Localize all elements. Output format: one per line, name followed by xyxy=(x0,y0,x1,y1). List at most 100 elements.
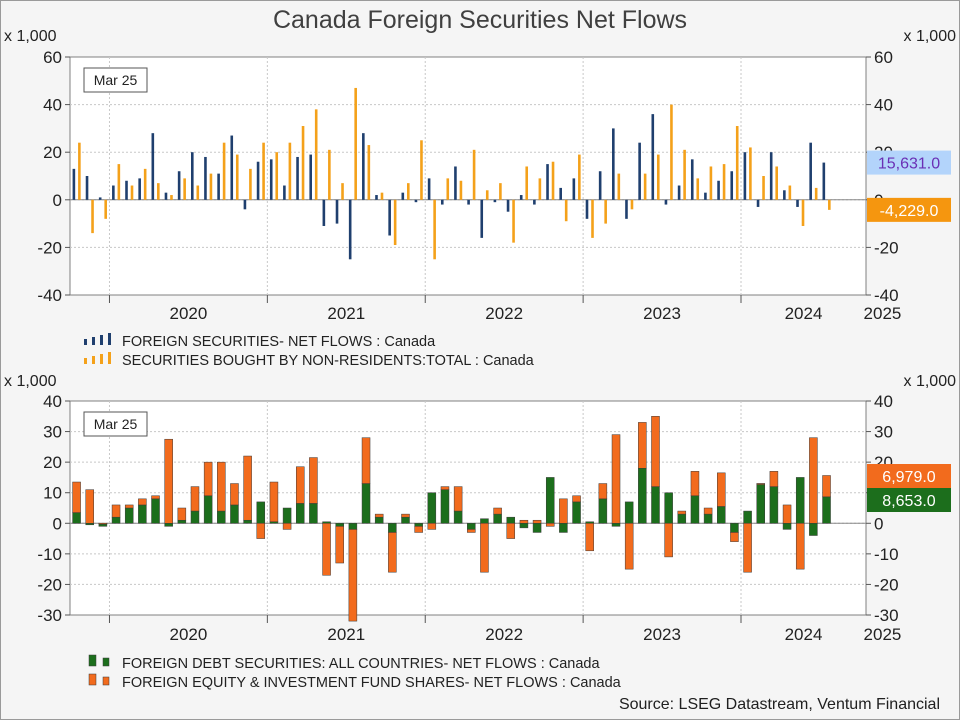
bar-debt xyxy=(388,523,397,533)
bar-securities-bought xyxy=(485,190,489,200)
y-tick-label-left: 0 xyxy=(53,514,62,533)
bar-securities-bought xyxy=(512,199,515,243)
bar-securities-bought xyxy=(157,183,160,200)
bar-securities-bought xyxy=(446,178,450,200)
bar-securities-bought xyxy=(420,140,423,200)
bar-net-flows xyxy=(283,185,286,200)
bar-equity xyxy=(177,507,187,521)
y-tick-label-left: 40 xyxy=(43,96,62,115)
bar-net-flows xyxy=(164,192,168,200)
bar-net-flows xyxy=(625,199,628,219)
bar-debt xyxy=(374,516,384,524)
last-value-tag-1 xyxy=(867,150,951,175)
bar-debt xyxy=(414,523,423,527)
bar-equity xyxy=(243,455,252,521)
y-tick-label-right: -40 xyxy=(874,286,899,305)
date-box xyxy=(83,411,148,437)
bar-equity xyxy=(730,532,739,542)
legend-label: SECURITIES BOUGHT BY NON-RESIDENTS:TOTAL… xyxy=(122,353,535,369)
bar-debt xyxy=(493,513,502,524)
date-box-label: Mar 25 xyxy=(94,416,138,432)
bar-net-flows xyxy=(125,180,128,200)
bar-equity xyxy=(624,523,634,570)
legend-swatch xyxy=(92,356,95,364)
bar-net-flows xyxy=(454,166,457,200)
bar-net-flows xyxy=(822,162,826,200)
bar-equity xyxy=(545,523,555,527)
bar-debt xyxy=(545,477,555,524)
x-tick-label: 2021 xyxy=(327,304,365,323)
bar-debt xyxy=(638,468,647,524)
bar-securities-bought xyxy=(578,154,581,200)
x-tick-label: 2024 xyxy=(785,625,823,644)
bar-equity xyxy=(638,422,647,469)
bar-equity xyxy=(269,481,279,523)
bar-net-flows xyxy=(375,195,378,200)
bar-equity xyxy=(519,519,529,524)
bar-net-flows xyxy=(348,199,352,260)
bar-equity xyxy=(388,532,397,573)
bar-securities-bought xyxy=(472,149,476,200)
plot-area xyxy=(69,400,867,616)
y-tick-label-left: 30 xyxy=(43,423,62,442)
bar-debt xyxy=(427,492,437,524)
bar-debt xyxy=(190,510,200,524)
bar-equity xyxy=(427,523,437,530)
bar-debt xyxy=(256,501,266,524)
bar-securities-bought xyxy=(354,87,357,200)
bar-net-flows xyxy=(769,152,773,200)
bar-equity xyxy=(401,513,410,518)
bar-debt xyxy=(309,503,318,524)
bar-net-flows xyxy=(296,156,299,200)
legend-swatch xyxy=(108,352,111,364)
bar-securities-bought xyxy=(117,164,121,200)
bar-securities-bought xyxy=(459,180,463,200)
bar-net-flows xyxy=(598,171,602,200)
bar-debt xyxy=(730,523,739,533)
y-tick-label-right: 30 xyxy=(874,423,893,442)
bar-net-flows xyxy=(690,159,694,200)
bar-equity xyxy=(493,507,502,515)
legend-swatch xyxy=(88,673,97,686)
bar-debt xyxy=(532,523,542,533)
bar-net-flows xyxy=(98,197,102,200)
bar-securities-bought xyxy=(670,104,673,200)
y-tick-label-left: -20 xyxy=(37,575,62,594)
bar-debt xyxy=(703,513,713,524)
bar-equity xyxy=(230,483,239,506)
bar-debt xyxy=(690,495,700,524)
bar-equity xyxy=(282,523,292,530)
y-tick-label-left: -40 xyxy=(37,286,62,305)
bar-securities-bought xyxy=(170,195,173,200)
legend-item: SECURITIES BOUGHT BY NON-RESIDENTS:TOTAL… xyxy=(84,352,535,369)
bar-securities-bought xyxy=(196,185,200,200)
x-tick-label: 2025 xyxy=(864,625,902,644)
bar-net-flows xyxy=(743,152,747,200)
y-tick-label-right: 40 xyxy=(874,392,893,411)
bar-debt xyxy=(151,498,160,524)
y-tick-label-right: 40 xyxy=(874,96,893,115)
bar-securities-bought xyxy=(735,126,739,200)
source-note: Source: LSEG Datastream, Ventum Financia… xyxy=(618,696,940,713)
bar-securities-bought xyxy=(130,185,134,200)
bar-equity xyxy=(72,481,81,513)
x-tick-label: 2023 xyxy=(643,625,681,644)
legend-swatch xyxy=(88,654,97,667)
bar-equity xyxy=(85,489,94,524)
bar-net-flows xyxy=(112,185,115,200)
bottom-panel: -30-30-20-20-10-100010102020303040402020… xyxy=(4,373,956,691)
y-tick-label-left: 10 xyxy=(43,484,62,503)
bar-equity xyxy=(598,483,608,500)
bar-debt xyxy=(164,523,173,527)
bar-net-flows xyxy=(322,199,326,226)
bar-securities-bought xyxy=(604,199,607,224)
bar-net-flows xyxy=(388,199,391,236)
bar-debt xyxy=(177,519,187,524)
last-value-label-2: -4,229.0 xyxy=(880,203,939,220)
bar-net-flows xyxy=(756,199,760,207)
bar-equity xyxy=(309,457,318,504)
bar-net-flows xyxy=(546,164,549,200)
bar-securities-bought xyxy=(301,126,305,200)
bar-debt xyxy=(559,523,568,533)
plot-area xyxy=(69,56,867,296)
